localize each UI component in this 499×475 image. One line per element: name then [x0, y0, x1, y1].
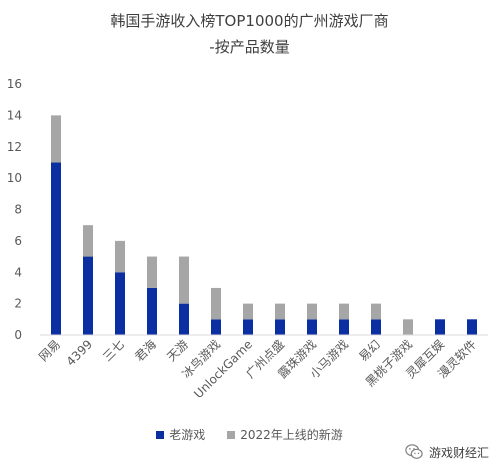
bar-segment [115, 240, 125, 273]
x-tick-label: 网易 [36, 337, 63, 364]
legend-swatch-new [227, 430, 236, 439]
chart-title: 韩国手游收入榜TOP1000的广州游戏厂商 [110, 12, 389, 30]
bar-segment [115, 272, 125, 335]
bar-segment [147, 256, 157, 288]
y-tick-label: 4 [14, 265, 22, 279]
bar-segment [307, 303, 317, 320]
bar-segment [211, 319, 221, 335]
x-tick-label: 君海 [132, 337, 160, 365]
bar-segment [371, 303, 381, 320]
x-tick-label: 天游 [164, 337, 191, 364]
y-tick-label: 6 [14, 234, 22, 248]
bar-segment [307, 319, 317, 335]
y-tick-label: 14 [7, 108, 22, 122]
chart-subtitle: -按产品数量 [209, 38, 290, 56]
legend-item-new: 2022年上线的新游 [227, 426, 343, 443]
x-tick-label: 三七 [100, 337, 127, 364]
bar-segment [51, 162, 61, 335]
wechat-icon [405, 444, 423, 459]
watermark: 游戏财经汇 [405, 443, 489, 461]
x-tick-label: 4399 [64, 337, 95, 368]
bar-segment [371, 319, 381, 335]
legend-label-new: 2022年上线的新游 [240, 428, 343, 442]
y-tick-label: 0 [14, 328, 22, 342]
legend-swatch-old [156, 430, 165, 439]
bar-segment [51, 115, 61, 163]
bar-segment [275, 319, 285, 335]
bar-segment [403, 319, 413, 335]
bar-segment [339, 303, 349, 320]
bar-segment [147, 287, 157, 335]
watermark-text: 游戏财经汇 [428, 445, 489, 460]
bar-segment [339, 319, 349, 335]
y-tick-label: 8 [14, 203, 22, 217]
x-tick-label: 易幻 [356, 337, 383, 364]
legend-item-old: 老游戏 [156, 426, 205, 443]
bar-segment [179, 303, 189, 335]
bar-segment [179, 256, 189, 304]
legend-label-old: 老游戏 [169, 428, 206, 442]
y-tick-label: 16 [7, 77, 22, 91]
bar-segment [275, 303, 285, 320]
bar-segment [243, 303, 253, 320]
bar-segment [243, 319, 253, 335]
bar-segment [435, 319, 445, 335]
y-axis: 0 2 4 6 8 10 12 14 16 [7, 77, 22, 342]
y-tick-label: 2 [14, 297, 22, 311]
bar-segment [211, 287, 221, 320]
legend: 老游戏 2022年上线的新游 [0, 426, 499, 443]
bar-segment [467, 319, 477, 335]
y-tick-label: 10 [7, 171, 22, 185]
bar-segment [83, 256, 93, 335]
bars [51, 115, 477, 335]
y-tick-label: 12 [7, 140, 22, 154]
bar-segment [83, 225, 93, 257]
